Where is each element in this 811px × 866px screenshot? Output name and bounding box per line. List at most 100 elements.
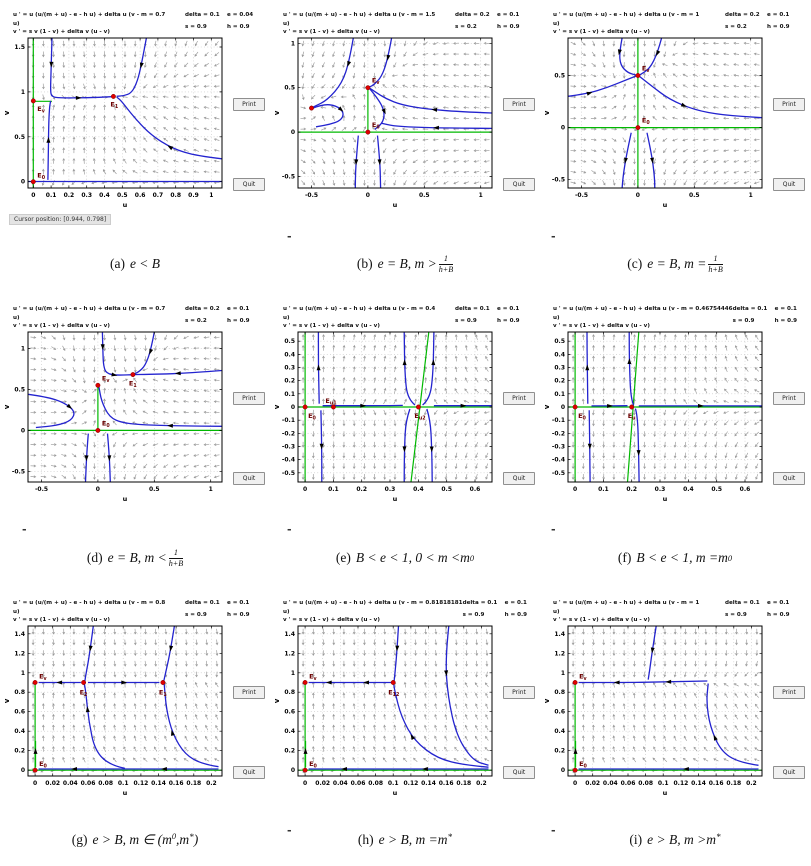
x-axis-label: u bbox=[393, 495, 398, 503]
quit-button-g[interactable]: Quit bbox=[233, 766, 265, 779]
phase-plot-b[interactable]: Ev E0 -0.5 0 0.5 1 -0.5 0 0.5 1 u v bbox=[272, 36, 498, 220]
parameter-values: m = 0.7 delta = 0.1 e = 0.04 s = 0.9 h = 0.9 bbox=[141, 11, 261, 35]
svg-text:0.4: 0.4 bbox=[554, 728, 565, 735]
axes bbox=[27, 37, 223, 189]
quit-button-c[interactable]: Quit bbox=[773, 178, 805, 191]
axes bbox=[567, 331, 763, 483]
trajectories bbox=[568, 38, 762, 188]
y-axis-label: v bbox=[543, 404, 551, 409]
equation-u-prime: u ' = u (u/(m + u) - e - h u) + delta u … bbox=[283, 306, 410, 321]
svg-text:0: 0 bbox=[303, 780, 307, 787]
svg-text:0.4: 0.4 bbox=[14, 728, 25, 735]
print-button-i[interactable]: Print bbox=[773, 686, 805, 699]
direction-field bbox=[571, 334, 760, 480]
quit-button-d[interactable]: Quit bbox=[233, 472, 265, 485]
parameter-values: m = 1.5 delta = 0.2 e = 0.1 s = 0.2 h = 0.9 bbox=[411, 11, 531, 35]
svg-text:0.16: 0.16 bbox=[439, 780, 454, 787]
caption-label: (c) bbox=[627, 256, 643, 271]
caption-text: B < e < 1, m = bbox=[636, 550, 719, 565]
print-button-g[interactable]: Print bbox=[233, 686, 265, 699]
phase-plot-c[interactable]: Ev E0 -0.5 0 0.5 1 -0.5 0 0.5 u v bbox=[542, 36, 768, 220]
window-dash: - bbox=[551, 824, 556, 837]
phase-plot-d[interactable]: Ev E1 E0 -0.5 0 0.5 1 -0.5 0 0.5 1 u v bbox=[2, 330, 228, 514]
quit-button-h[interactable]: Quit bbox=[503, 766, 535, 779]
y-axis-label: v bbox=[273, 110, 281, 115]
equilibrium-label: Ev bbox=[642, 65, 650, 75]
svg-text:0.04: 0.04 bbox=[333, 780, 348, 787]
parameter: h = 0.9 bbox=[227, 612, 250, 618]
svg-text:1.2: 1.2 bbox=[14, 650, 25, 657]
svg-text:1: 1 bbox=[21, 89, 25, 96]
tick-labels: -0.5 0 0.5 1 -0.5 0 0.5 1 bbox=[282, 40, 483, 199]
svg-text:-0.2: -0.2 bbox=[552, 430, 565, 437]
axes bbox=[297, 331, 493, 483]
caption-label: (d) bbox=[86, 550, 103, 565]
svg-text:0: 0 bbox=[561, 767, 565, 774]
parameter bbox=[681, 611, 725, 623]
svg-text:0.1: 0.1 bbox=[388, 780, 399, 787]
svg-text:1: 1 bbox=[209, 192, 213, 199]
svg-text:0: 0 bbox=[561, 404, 565, 411]
axes bbox=[567, 37, 763, 189]
caption-c: (c) e = B, m = 1 h+B bbox=[540, 224, 810, 304]
panel-g: u ' = u (u/(m + u) - e - h u) + delta u … bbox=[0, 598, 270, 812]
svg-text:-0.5: -0.5 bbox=[305, 192, 318, 199]
svg-text:-0.3: -0.3 bbox=[282, 444, 295, 451]
nullclines bbox=[32, 38, 52, 188]
svg-text:0.18: 0.18 bbox=[456, 780, 471, 787]
equation-v-prime: v ' = s v (1 - v) + delta v (u - v) bbox=[553, 29, 650, 36]
print-button-d[interactable]: Print bbox=[233, 392, 265, 405]
direction-field bbox=[571, 628, 760, 774]
equation-u-prime: u ' = u (u/(m + u) - e - h u) + delta u … bbox=[13, 12, 140, 27]
parameter: h = 0.9 bbox=[497, 24, 520, 30]
print-button-f[interactable]: Print bbox=[773, 392, 805, 405]
grid-lines bbox=[28, 626, 222, 776]
print-button-b[interactable]: Print bbox=[503, 98, 535, 111]
quit-button-f[interactable]: Quit bbox=[773, 472, 805, 485]
caption-text: m bbox=[706, 832, 716, 847]
svg-text:0.18: 0.18 bbox=[186, 780, 201, 787]
phase-plot-g[interactable]: Ev E2 E1 E0 0 0.02 0.04 0.06 0.08 0.1 0.12 0.14 0.16… bbox=[2, 624, 228, 808]
parameter bbox=[411, 23, 455, 35]
print-button-h[interactable]: Print bbox=[503, 686, 535, 699]
equilibrium-label: Ev bbox=[37, 105, 45, 115]
svg-text:0.7: 0.7 bbox=[153, 192, 164, 199]
parameter: m = 1.5 bbox=[411, 12, 436, 18]
flow-arrowheads bbox=[337, 54, 439, 166]
svg-text:0.2: 0.2 bbox=[746, 780, 757, 787]
quit-button-e[interactable]: Quit bbox=[503, 472, 535, 485]
phase-plot-a[interactable]: Ev E1 E0 0 0.1 0.2 0.3 0.4 0.5 0.6 0.7 0.8 0.9 1 0 0.5 1… bbox=[2, 36, 228, 220]
print-button-a[interactable]: Print bbox=[233, 98, 265, 111]
quit-button-a[interactable]: Quit bbox=[233, 178, 265, 191]
parameter bbox=[681, 23, 725, 35]
panel-header: u ' = u (u/(m + u) - e - h u) + delta u … bbox=[283, 305, 539, 329]
flow-arrowheads bbox=[303, 645, 449, 771]
phase-plot-e[interactable]: E0 Eu1 Eu2 0 0.1 0.2 0.3 0.4 0.5 0.6 -0.5 -0.4 -0.3 -… bbox=[272, 330, 498, 514]
svg-text:0.2: 0.2 bbox=[626, 486, 637, 493]
direction-field bbox=[301, 334, 490, 480]
svg-text:0.16: 0.16 bbox=[169, 780, 184, 787]
grid-lines bbox=[28, 332, 222, 482]
caption-label: (i) bbox=[629, 832, 643, 847]
phase-plot-f[interactable]: E0 Eu 0 0.1 0.2 0.3 0.4 0.5 0.6 -0.5 -0.4 -0.3 -0.2 -… bbox=[542, 330, 768, 514]
parameter: e = 0.1 bbox=[227, 306, 250, 312]
parameter bbox=[411, 317, 455, 329]
equation-u-prime: u ' = u (u/(m + u) - e - h u) + delta u … bbox=[283, 12, 410, 27]
parameter: s = 0.9 bbox=[462, 612, 485, 618]
quit-button-i[interactable]: Quit bbox=[773, 766, 805, 779]
parameter: delta = 0.1 bbox=[462, 600, 498, 606]
phase-plot-i[interactable]: Ev E0 0 0.02 0.04 0.06 0.08 0.1 0.12 0.14 0.16 0.18… bbox=[542, 624, 768, 808]
equilibria: E0 Eu bbox=[572, 404, 636, 422]
print-button-c[interactable]: Print bbox=[773, 98, 805, 111]
equation-u-prime: u ' = u (u/(m + u) - e - h u) + delta u … bbox=[13, 306, 140, 321]
svg-text:0: 0 bbox=[33, 780, 37, 787]
window-dash: - bbox=[551, 523, 556, 536]
grid-lines bbox=[298, 626, 492, 776]
equation-u-prime: u ' = u (u/(m + u) - e - h u) + delta u … bbox=[13, 600, 140, 615]
caption-label: (b) bbox=[356, 256, 373, 271]
trajectories bbox=[34, 626, 219, 770]
print-button-e[interactable]: Print bbox=[503, 392, 535, 405]
caption-i: (i) e > B, m > m * bbox=[629, 832, 721, 847]
quit-button-b[interactable]: Quit bbox=[503, 178, 535, 191]
